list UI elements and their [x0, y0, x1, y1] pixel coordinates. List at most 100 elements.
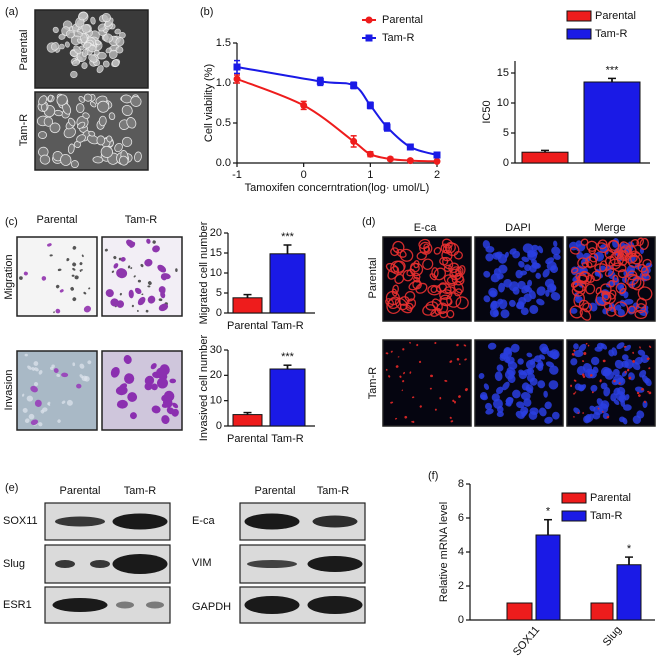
label: E-ca: [414, 222, 438, 234]
cell: [79, 269, 82, 272]
cell: [92, 156, 104, 164]
cell: [124, 373, 135, 384]
cell: [449, 360, 453, 363]
cell: [446, 309, 455, 319]
legend-label: Parental: [590, 492, 631, 504]
cell: [624, 394, 630, 401]
cell: [602, 411, 604, 413]
cell: [494, 251, 503, 258]
legend-swatch: [566, 10, 592, 22]
cell: [456, 343, 459, 347]
cell: [464, 358, 467, 361]
cell: [585, 256, 597, 268]
y-tick-label: 2: [458, 580, 464, 592]
cell: [576, 274, 589, 283]
y-tick-label: 20: [210, 227, 222, 239]
cell: [602, 359, 606, 363]
cell: [38, 422, 43, 427]
cell: [493, 398, 503, 409]
cell: [603, 301, 613, 311]
cell: [26, 395, 34, 402]
cell: [581, 360, 585, 362]
cell: [76, 38, 83, 44]
cell: [72, 262, 77, 267]
cell: [485, 253, 494, 262]
cell: [104, 248, 108, 252]
cell: [570, 384, 573, 388]
cell: [385, 352, 389, 355]
label: Parental: [367, 258, 379, 299]
cell: [642, 400, 648, 408]
cell: [42, 407, 48, 412]
cell: [160, 291, 166, 299]
cell: [402, 380, 405, 383]
cell: [621, 360, 629, 368]
cell: [88, 130, 96, 137]
cell: [646, 390, 650, 393]
cell: [98, 115, 107, 127]
cell: [571, 267, 579, 274]
annotation: ***: [281, 351, 295, 363]
cell: [394, 417, 398, 420]
cell: [47, 401, 51, 406]
cell: [640, 266, 649, 277]
cell: [641, 273, 651, 281]
label: (d): [362, 216, 375, 228]
cell: [621, 354, 629, 361]
cell: [582, 302, 593, 313]
cell: [578, 271, 593, 285]
cell: [157, 264, 167, 273]
cell: [529, 305, 539, 314]
cell: [478, 373, 485, 379]
cell: [78, 11, 88, 21]
cell: [140, 263, 144, 268]
band: [312, 515, 358, 528]
cell: [75, 103, 85, 114]
cell: [101, 12, 112, 22]
cell: [523, 293, 532, 303]
cell: [423, 243, 430, 253]
cell: [126, 239, 135, 248]
cell: [628, 305, 636, 314]
cell: [503, 348, 513, 358]
y-tick-label: 0.5: [216, 117, 231, 129]
cell: [613, 379, 616, 383]
y-tick-label: 0.0: [216, 157, 231, 169]
cell: [81, 24, 91, 33]
label: Tam-R: [367, 367, 379, 399]
cell: [391, 288, 398, 297]
cell: [482, 240, 491, 249]
cell: [161, 415, 170, 424]
cell: [130, 267, 133, 270]
bar: [583, 81, 641, 164]
cell: [126, 117, 137, 129]
cell: [612, 274, 619, 283]
cell: [518, 260, 525, 268]
label: Tam-R: [124, 485, 156, 497]
cell: [517, 358, 524, 365]
cell: [637, 349, 646, 356]
cell: [550, 291, 561, 301]
cell: [28, 413, 35, 420]
point: [366, 150, 374, 158]
cell: [175, 268, 178, 273]
cell: [57, 419, 61, 423]
label: (b): [200, 6, 213, 18]
cell: [526, 352, 533, 358]
cell: [620, 399, 626, 407]
cell: [56, 94, 68, 106]
cell: [545, 257, 555, 265]
cell: [413, 260, 420, 269]
y-tick-label: 1.5: [216, 37, 231, 49]
cell: [548, 380, 559, 390]
cell: [603, 368, 610, 375]
label: Merge: [594, 222, 625, 234]
y-axis-label: Invasived cell number: [198, 334, 210, 441]
label: (f): [428, 470, 438, 482]
label: Parental: [18, 30, 30, 71]
cell: [545, 361, 555, 368]
cell: [535, 272, 541, 279]
cell: [422, 258, 434, 270]
cell: [158, 303, 169, 312]
cell: [643, 400, 647, 403]
